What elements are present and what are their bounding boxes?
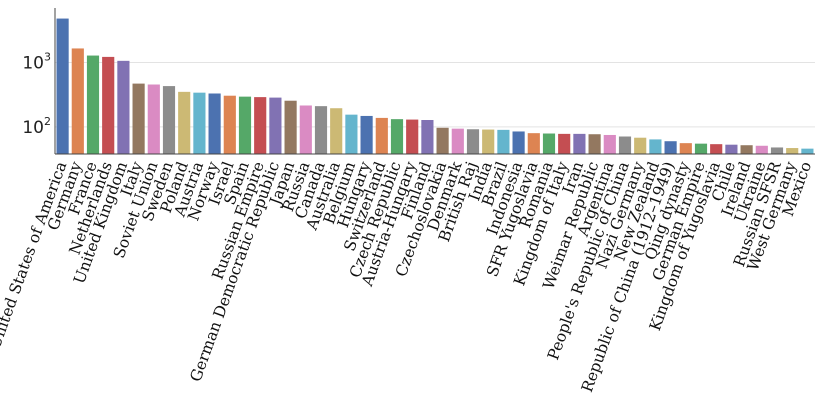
- bar: [634, 137, 647, 154]
- bar: [390, 119, 404, 154]
- bar: [375, 117, 388, 154]
- bar: [664, 141, 677, 154]
- bar: [497, 129, 510, 154]
- bar: [436, 127, 449, 154]
- bar: [254, 97, 267, 154]
- bar: [527, 133, 540, 154]
- bar: [208, 93, 221, 154]
- bar: [71, 48, 84, 155]
- bars: [56, 18, 814, 155]
- bar: [132, 83, 145, 154]
- bar: [178, 91, 191, 154]
- bar: [86, 55, 100, 154]
- bar: [406, 119, 419, 154]
- bar: [193, 92, 206, 154]
- bar: [466, 129, 480, 154]
- bar: [649, 139, 662, 154]
- y-tick-labels: 102 103: [22, 50, 51, 137]
- bar: [679, 143, 692, 154]
- bar: [345, 114, 358, 154]
- bar: [299, 105, 312, 154]
- x-tick-labels: United States of AmericaGermanyFranceNet…: [0, 158, 815, 395]
- bar: [238, 96, 252, 154]
- bar: [269, 97, 282, 154]
- bar: [482, 129, 495, 154]
- bar: [421, 120, 434, 154]
- bar: [588, 134, 601, 154]
- bar: [147, 84, 160, 154]
- bar: [755, 145, 768, 154]
- bar: [725, 144, 738, 154]
- bar: [314, 106, 328, 154]
- y-tick-label: 102: [22, 115, 51, 138]
- bar: [223, 95, 236, 154]
- bar: [786, 148, 799, 154]
- bar: [117, 60, 130, 154]
- bar: [56, 18, 69, 154]
- bar: [694, 143, 708, 154]
- bar: [618, 136, 632, 154]
- bar: [573, 133, 586, 154]
- bar: [603, 134, 616, 154]
- bar: [162, 86, 176, 154]
- bar: [740, 145, 753, 154]
- y-tick-label: 103: [22, 50, 51, 73]
- axes: [54, 8, 815, 155]
- bar: [330, 108, 343, 154]
- bar: [710, 144, 723, 154]
- bar: [801, 148, 814, 154]
- bar: [512, 131, 525, 154]
- bar: [770, 147, 784, 154]
- bar: [542, 133, 556, 154]
- bar: [558, 133, 571, 154]
- bar: [451, 128, 464, 154]
- bar: [360, 115, 373, 154]
- bar: [284, 100, 297, 154]
- bar: [102, 56, 115, 154]
